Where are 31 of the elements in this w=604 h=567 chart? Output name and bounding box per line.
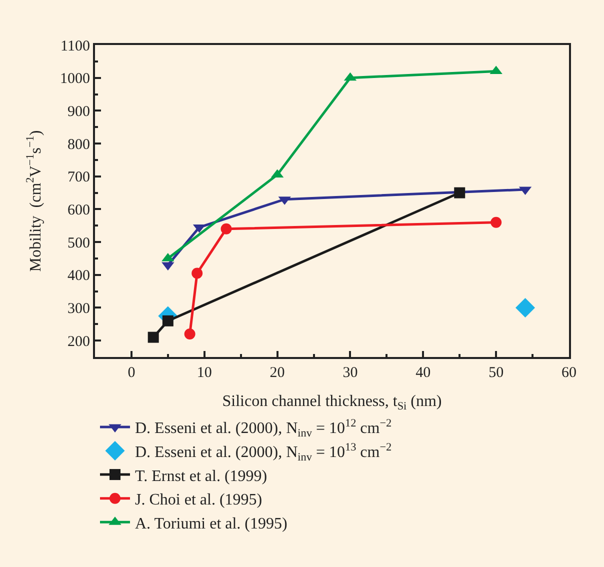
point	[454, 187, 466, 198]
y-tick-label: 300	[68, 300, 90, 317]
x-tick-label: 60	[562, 365, 576, 381]
legend-label: D. Esseni et al. (2000), N$_{inv}$ = 10$^{13}$ cm$^{−2}$	[135, 441, 392, 464]
y-tick-label: 200	[68, 334, 90, 350]
y-tick-label: 1100	[60, 38, 90, 54]
legend-label: J. Choi et al. (1995)	[135, 492, 262, 509]
y-tick-label: 1000	[60, 71, 90, 88]
x-tick-label: 50	[488, 365, 504, 381]
x-tick-label: 40	[416, 365, 431, 381]
x-axis-title: Silicon channel thickness, t$_{Si}$ (nm)	[222, 393, 442, 413]
point	[162, 315, 174, 326]
y-tick-label: 700	[68, 170, 90, 186]
x-tick-label: 30	[342, 365, 358, 381]
point	[148, 332, 159, 343]
legend-label: A. Toriumi et al. (1995)	[135, 515, 288, 532]
x-tick-label: 20	[270, 365, 285, 381]
legend-label: D. Esseni et al. (2000), N$_{inv}$ = 10$^{12}$ cm$^{−2}$	[135, 417, 392, 440]
point	[490, 216, 502, 228]
point	[192, 268, 203, 279]
y-tick-label: 500	[68, 235, 90, 252]
y-tick-label: 900	[68, 104, 90, 120]
legend-label: T. Ernst et al. (1999)	[135, 468, 268, 485]
point	[516, 298, 535, 318]
point	[220, 223, 232, 234]
y-tick-label: 800	[68, 136, 90, 153]
x-tick-label: 10	[196, 365, 212, 381]
y-tick-label: 400	[68, 268, 90, 284]
y-tick-label: 600	[68, 202, 90, 218]
x-tick-label: 0	[128, 365, 136, 381]
point	[184, 328, 196, 340]
